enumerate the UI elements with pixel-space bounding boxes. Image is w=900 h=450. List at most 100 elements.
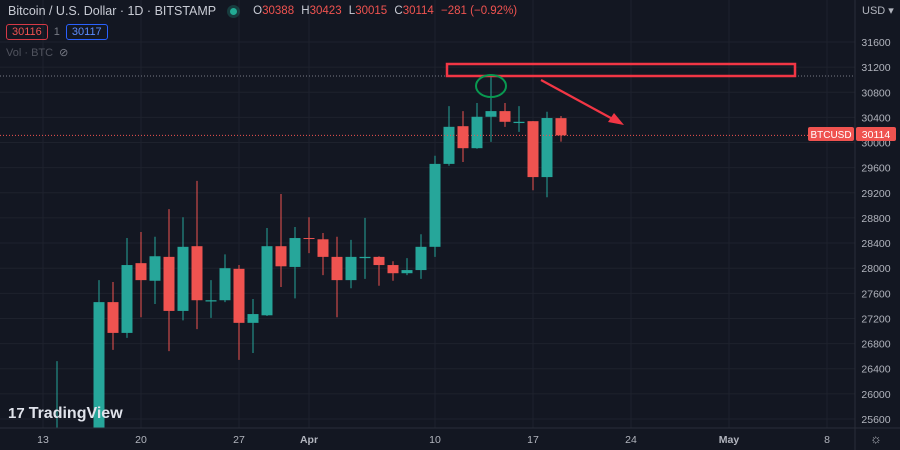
tradingview-logo[interactable]: 17 TradingView [8,405,123,423]
candle-body [471,116,483,149]
candle-mar-27 [233,265,245,360]
candle-apr-14 [485,77,497,142]
candle-mar-24 [191,180,203,330]
price-tick-label: 28800 [861,213,890,225]
candle-body [499,111,511,122]
candle-mar-20 [135,232,147,318]
eye-hidden-icon[interactable]: ⊘ [59,47,69,59]
candle-mar-30 [275,194,287,288]
price-tick-label: 29600 [861,163,890,175]
candle-body [275,246,287,267]
candle-mar-26 [219,254,231,303]
candle-apr-16 [513,106,525,132]
low-value: 30015 [355,5,388,17]
candle-body [373,256,385,266]
candle-body [387,265,399,274]
market-open-icon [230,7,238,15]
current-price-label: BTCUSD 30114 [808,127,896,141]
volume-label[interactable]: Vol · BTC [6,46,54,59]
settings-gear-icon[interactable]: ☼ [870,431,882,446]
candle-apr-15 [499,102,511,127]
price-tick-label: 30400 [861,112,890,124]
close-value: 30114 [402,5,434,17]
candle-apr-18 [541,111,553,198]
price-tick-label: 28400 [861,238,890,250]
price-tick-label: 26800 [861,339,890,351]
currency-selector[interactable]: USD ▾ [862,4,894,17]
candle-apr-13 [471,102,483,149]
candle-body [149,256,161,281]
price-tick-label: 26400 [861,364,890,376]
price-axis[interactable]: 25600 26000 26400 26800 27200 27600 28000 28400… [861,37,890,426]
sell-button[interactable]: 30116 [6,24,48,40]
candle-body [527,121,539,178]
candle-body [331,256,343,281]
price-tick-label: 25600 [861,414,890,426]
candle-mar-23 [177,217,189,321]
candle-body [233,268,245,323]
price-tick-label: 31200 [861,62,890,74]
candle-body [163,256,175,311]
time-tick-label: Apr [300,434,318,446]
candle-mar-18 [107,282,119,350]
candle-body [541,118,553,178]
current-price-value: 30114 [862,129,891,141]
candle-mar-25 [205,280,217,318]
candle-body [219,268,231,301]
candle-apr-1 [303,217,315,254]
price-tick-label: 27600 [861,288,890,300]
candle-body [177,246,189,311]
ohlc-values: O30388 H30423 L30015 C30114 −281 (−0.92%… [253,5,521,17]
annotation-rectangle[interactable] [445,62,797,78]
candle-apr-10 [429,155,441,257]
tv-logo-icon: 17 [8,405,25,422]
candle-mar-31 [289,227,301,299]
candle-apr-11 [443,106,455,166]
close-label: C [394,5,403,17]
price-tick-label: 26000 [861,389,890,401]
annotation-ellipse[interactable] [475,74,507,98]
high-value: 30423 [309,5,342,17]
candle-mar-19 [121,238,133,338]
time-tick-label: 17 [527,434,539,446]
grid [0,0,855,428]
candle-body [555,118,567,136]
candle-apr-8 [401,258,413,276]
time-axis[interactable]: 13 20 27 Apr 10 17 24 May 8 [37,434,830,446]
symbol-title[interactable]: Bitcoin / U.S. Dollar · 1D · BITSTAMP [8,4,217,18]
candle-apr-17 [527,121,539,191]
price-tick-label: 27200 [861,313,890,325]
time-tick-label: 20 [135,434,147,446]
candle-body [359,256,371,259]
candle-body [135,263,147,281]
time-tick-label: 8 [824,434,830,446]
annotation-arrow[interactable] [540,79,624,125]
candles [56,77,567,428]
buy-button[interactable]: 30117 [65,24,108,40]
candle-apr-7 [387,261,399,281]
time-tick-label: 27 [233,434,245,446]
candle-body [443,126,455,164]
price-tick-label: 31600 [861,37,890,49]
candle-body [429,163,441,247]
candle-body [401,270,413,274]
high-label: H [301,5,310,17]
change-value: −281 (−0.92%) [441,5,518,17]
candle-apr-3 [331,236,343,318]
candle-body [345,256,357,281]
price-tick-label: 29200 [861,188,890,200]
spread-value: 1 [53,26,60,38]
candle-apr-19 [555,115,567,142]
candle-mar-21 [149,236,161,305]
candle-body [261,246,273,316]
candle-body [93,302,105,428]
price-tick-label: 30800 [861,87,890,99]
candle-body [191,246,203,301]
candle-apr-4 [345,239,357,289]
candle-body [107,302,119,333]
logo-text: TradingView [28,405,123,422]
candle-body [289,238,301,267]
symbol-label: BTCUSD [810,130,851,141]
candle-mar-28 [247,298,259,354]
